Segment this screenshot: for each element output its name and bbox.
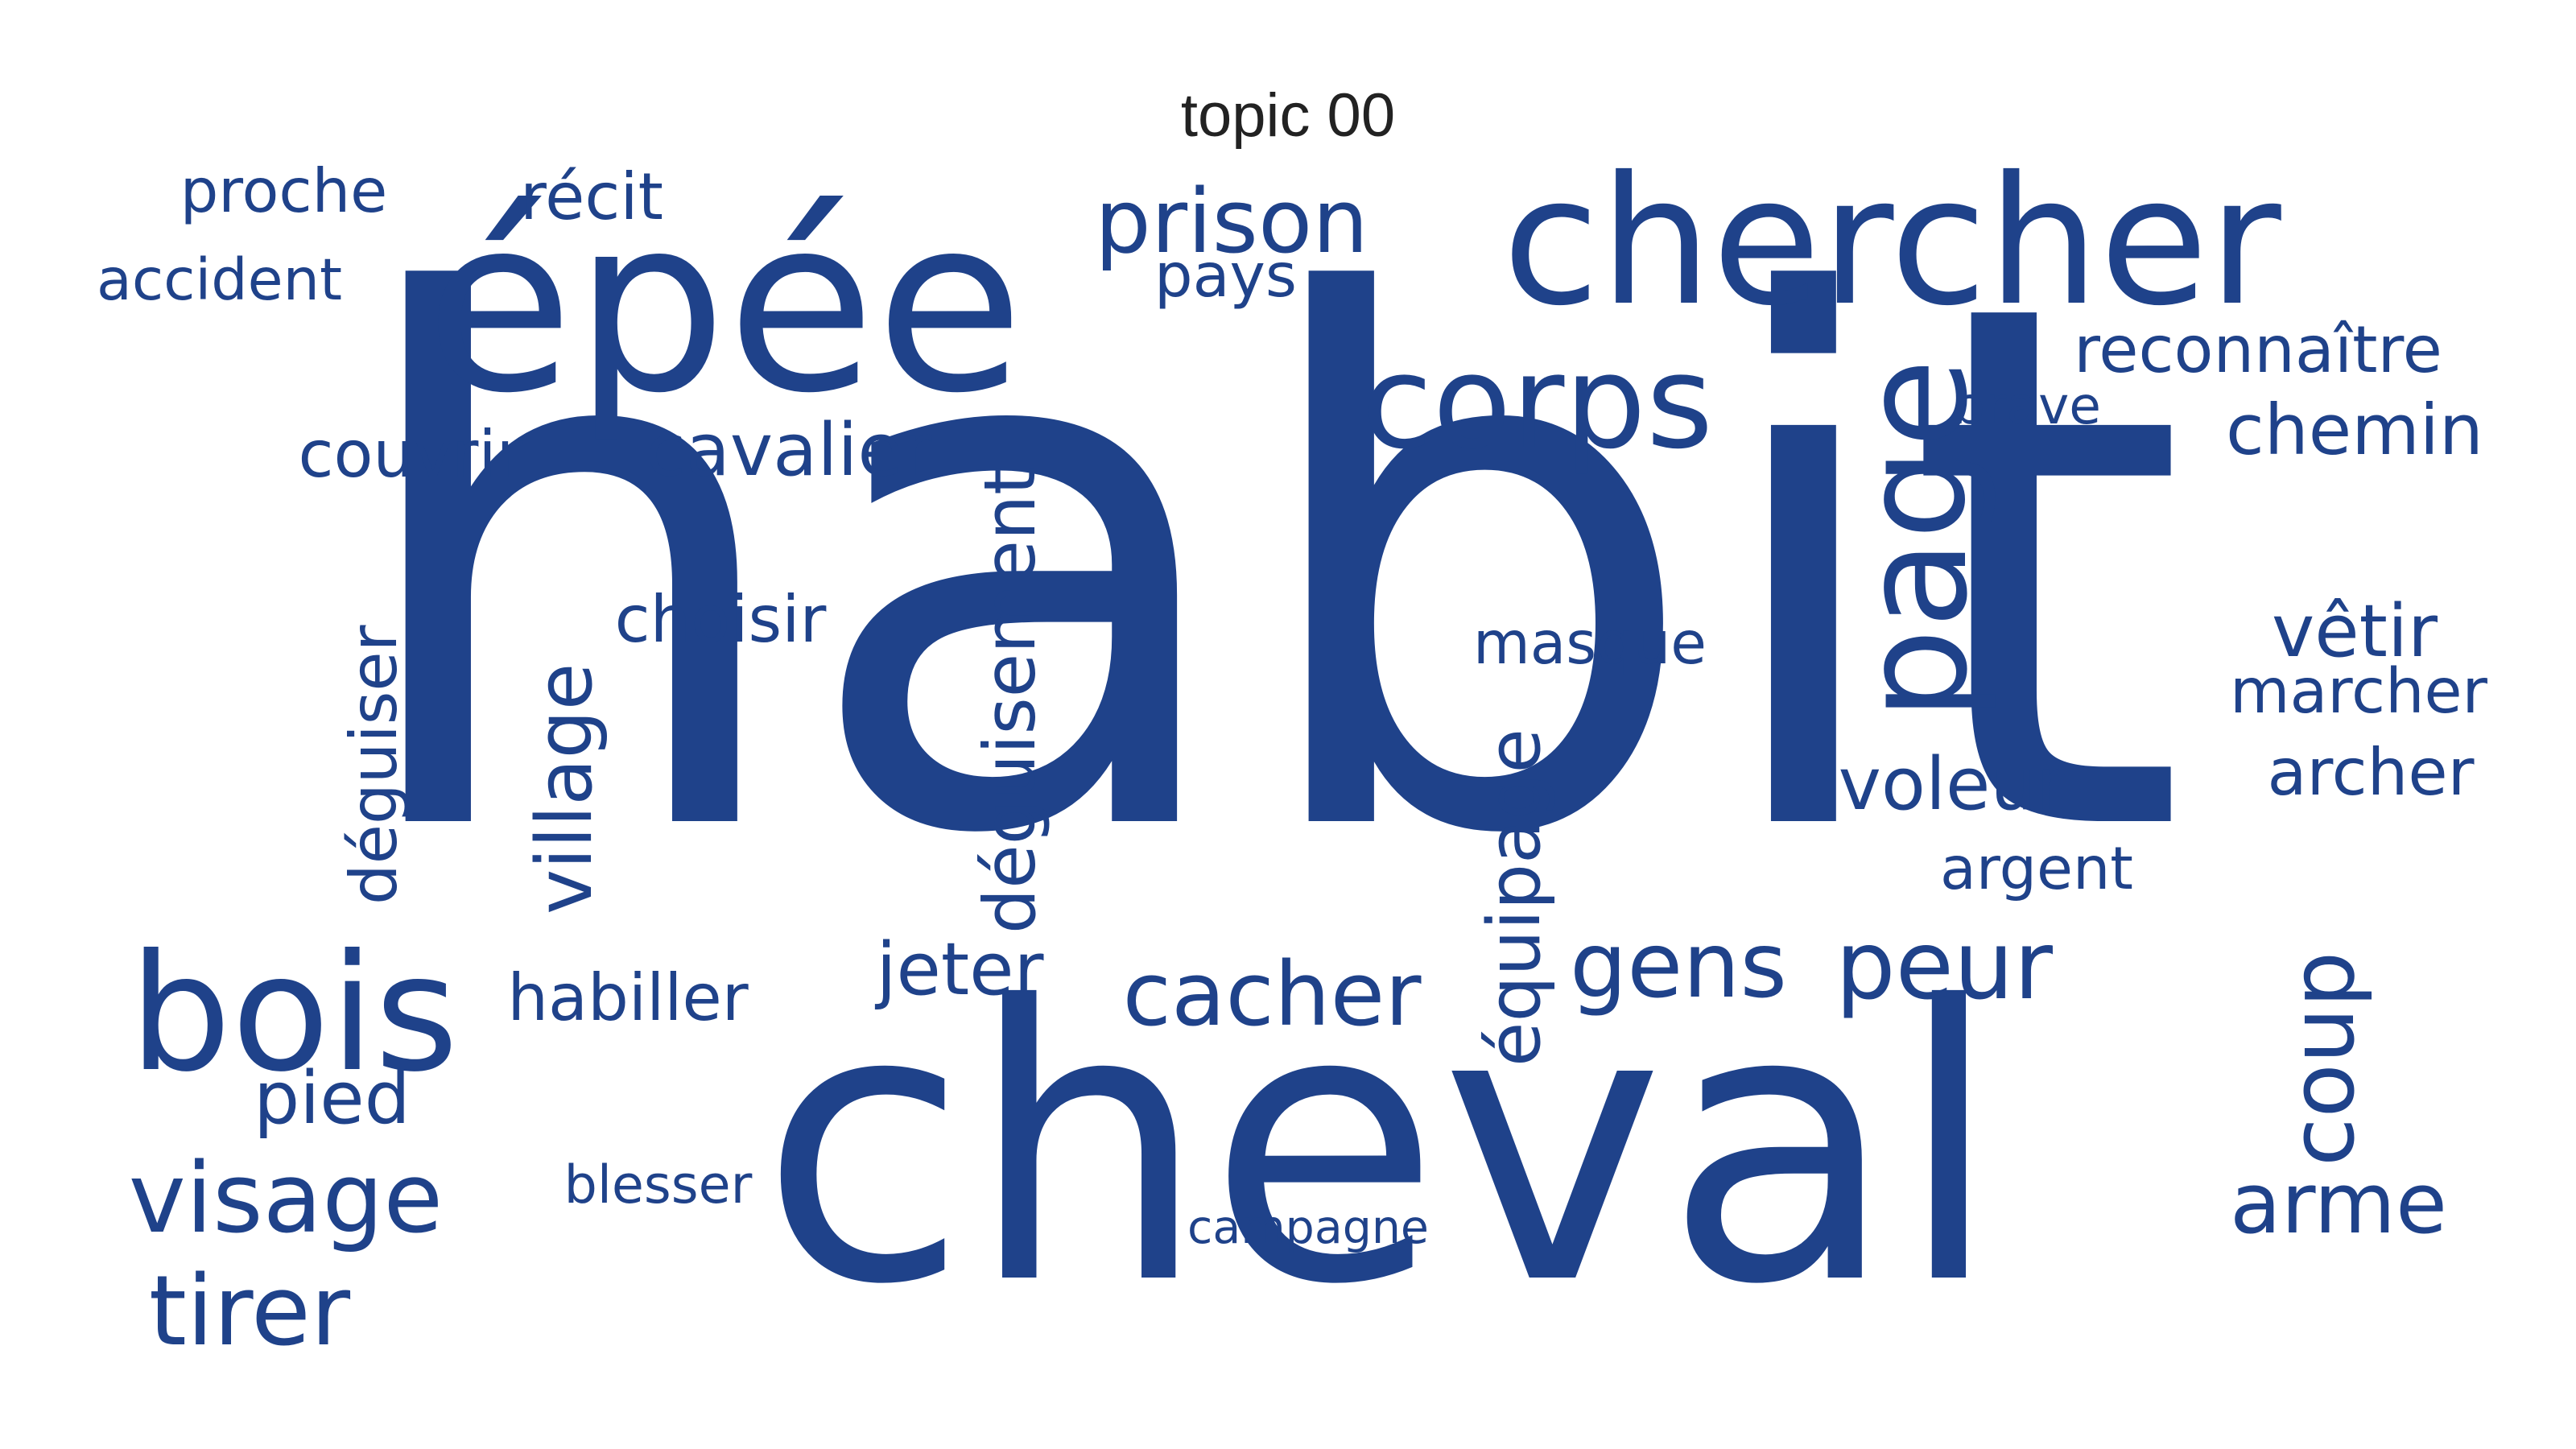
word-peur: peur [1835, 910, 2053, 1022]
word-tirer: tirer [148, 1256, 351, 1368]
word-bois: bois [129, 920, 459, 1108]
word-gens: gens [1570, 913, 1787, 1018]
word-blesser: blesser [564, 1155, 753, 1216]
word-deguisement: déguisement [968, 467, 1051, 934]
word-argent: argent [1940, 835, 2133, 904]
word-jeter: jeter [876, 927, 1044, 1012]
word-marcher: marcher [2230, 655, 2487, 728]
word-reconnaitre: reconnaître [2074, 312, 2442, 387]
word-arme: arme [2230, 1154, 2447, 1253]
word-cacher: cacher [1122, 943, 1422, 1046]
chart-title: topic 00 [1180, 81, 1396, 150]
word-epee: épée [424, 165, 1025, 446]
word-proche: proche [180, 155, 388, 226]
word-accident: accident [97, 246, 342, 313]
word-chemin: chemin [2226, 389, 2483, 471]
word-masque: masque [1473, 609, 1707, 678]
word-coup: coup [2271, 951, 2374, 1166]
word-chercher: chercher [1502, 138, 2281, 345]
word-habit: habit [339, 150, 2189, 993]
word-pied: pied [254, 1056, 411, 1141]
word-choisir: choisir [614, 582, 827, 657]
word-prison: prison [1095, 170, 1368, 273]
word-pays: pays [1154, 240, 1298, 311]
word-recit: récit [520, 159, 663, 234]
word-habiller: habiller [507, 960, 749, 1035]
word-equipage: équipage [1472, 729, 1558, 1067]
word-brave: brave [1952, 375, 2101, 436]
word-vetir: vêtir [2272, 589, 2438, 674]
word-visage: visage [128, 1143, 444, 1255]
word-couvrir: couvrir [298, 417, 523, 492]
word-cheval: cheval [759, 927, 2002, 1367]
word-archer: archer [2267, 735, 2475, 810]
word-campagne: campagne [1187, 1200, 1429, 1254]
word-corps: corps [1361, 327, 1714, 477]
word-voleur: voleur [1838, 742, 2066, 827]
word-village: village [521, 663, 609, 915]
word-cavalier: cavalier [646, 408, 932, 493]
word-deguiser: déguiser [336, 625, 411, 905]
